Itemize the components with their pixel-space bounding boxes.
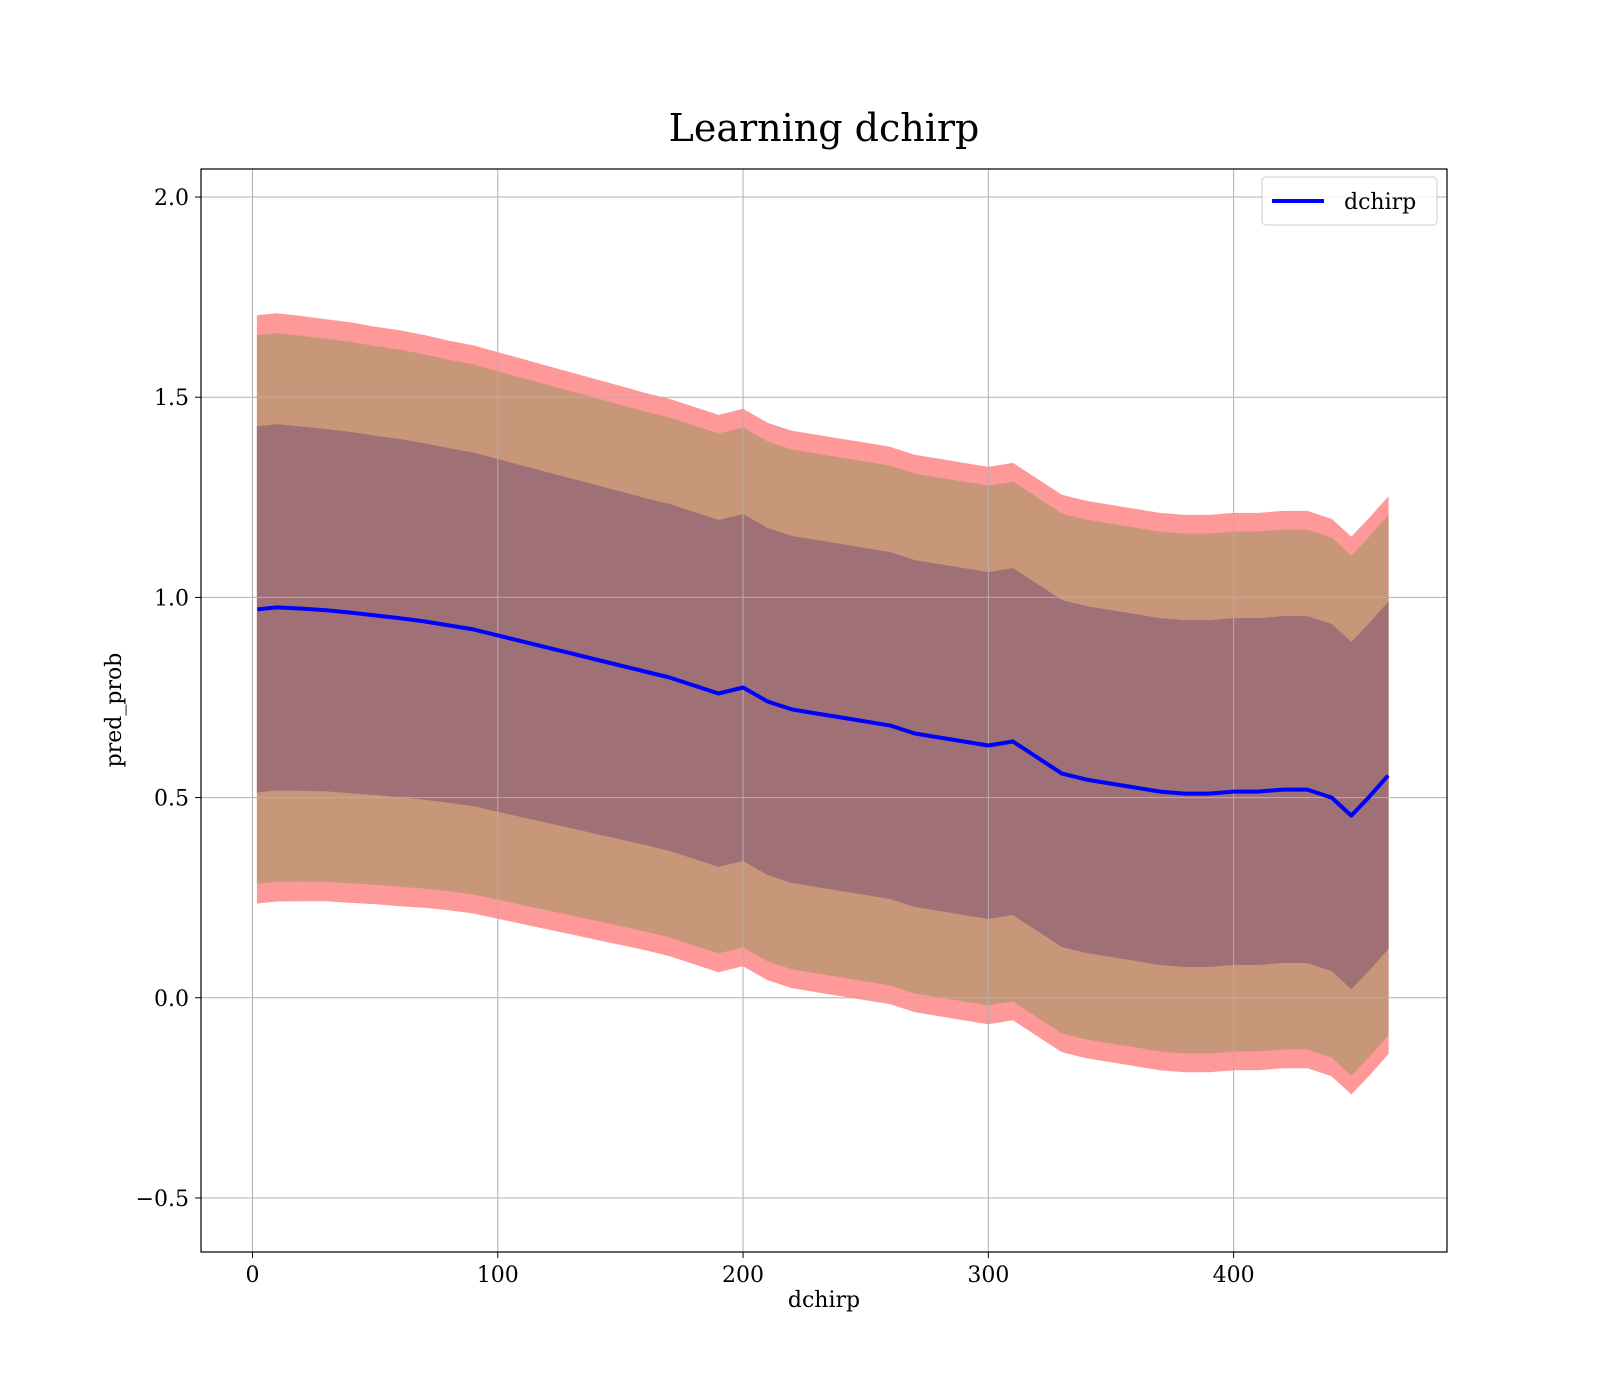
- y-axis-ticks: −0.5 0.0 0.5 1.0 1.5 2.0: [136, 186, 201, 1212]
- y-axis-label: pred_prob: [102, 653, 127, 768]
- x-tick-label: 100: [477, 1263, 519, 1288]
- series-line-dchirp: [257, 605, 1390, 818]
- x-axis-ticks: 0 100 200 300 400: [246, 1252, 1255, 1288]
- x-tick-label: 300: [967, 1263, 1009, 1288]
- grid-lines: [201, 169, 1447, 1252]
- confidence-bands: [256, 313, 1389, 1095]
- legend-label: dchirp: [1344, 190, 1416, 215]
- x-tick-label: 400: [1213, 1263, 1255, 1288]
- series-line-layer: [257, 605, 1390, 818]
- band-3: [256, 424, 1389, 990]
- y-tick-label: 1.5: [154, 386, 189, 411]
- y-tick-label: 0.5: [154, 787, 189, 812]
- y-tick-label: 2.0: [154, 186, 189, 211]
- y-tick-label: 0.0: [154, 987, 189, 1012]
- legend: dchirp: [1261, 176, 1438, 226]
- x-tick-label: 0: [246, 1263, 260, 1288]
- chart-title: Learning dchirp: [669, 106, 980, 150]
- x-tick-label: 200: [722, 1263, 764, 1288]
- plot-frame: [200, 168, 1448, 1253]
- y-tick-label: 1.0: [154, 586, 189, 611]
- legend-box: [1261, 176, 1438, 226]
- y-tick-label: −0.5: [136, 1187, 189, 1212]
- x-axis-label: dchirp: [788, 1288, 860, 1313]
